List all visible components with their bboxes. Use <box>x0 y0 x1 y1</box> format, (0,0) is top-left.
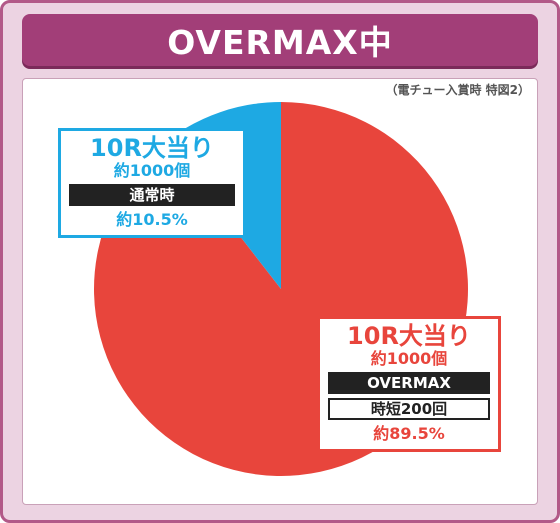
label-overmax-percent: 約89.5% <box>373 424 445 443</box>
label-normal-win: 10R大当り <box>90 134 214 162</box>
label-overmax-balls: 約1000個 <box>370 349 448 368</box>
label-normal-balls: 約1000個 <box>113 161 191 180</box>
label-overmax-mode: OVERMAX <box>328 372 490 394</box>
label-overmax: 10R大当り 約1000個 OVERMAX 時短200回 約89.5% <box>317 316 501 452</box>
title-bar: OVERMAX中 <box>22 14 538 66</box>
label-overmax-sub: 時短200回 <box>328 398 490 420</box>
label-overmax-win: 10R大当り <box>347 322 471 350</box>
label-normal: 10R大当り 約1000個 通常時 約10.5% <box>58 128 246 238</box>
chart-note: （電チュー入賞時 特図2） <box>385 83 530 97</box>
page-title: OVERMAX中 <box>167 23 393 62</box>
label-normal-mode: 通常時 <box>69 184 235 206</box>
label-normal-percent: 約10.5% <box>116 210 188 229</box>
